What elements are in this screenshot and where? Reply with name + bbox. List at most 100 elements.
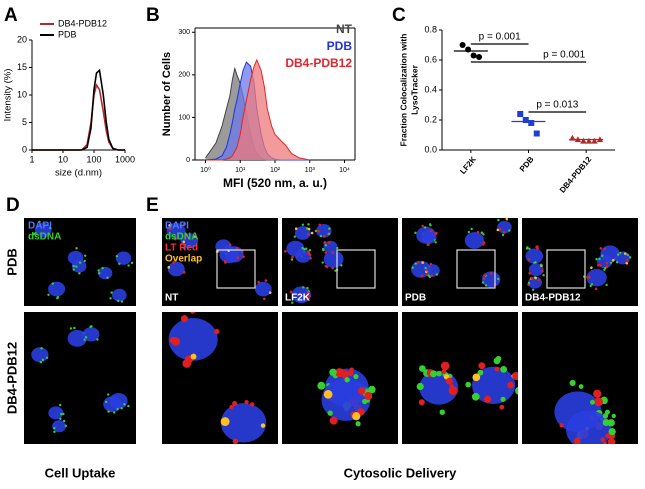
dsdna-spot	[608, 427, 616, 436]
dsdna-spot	[127, 404, 130, 408]
y-tick-label: 0.8	[424, 24, 437, 34]
column-label: LF2K	[285, 293, 311, 304]
dsdna-spot	[424, 266, 427, 270]
x-axis-label: MFI (520 nm, a. u.)	[223, 176, 327, 190]
dsdna-spot	[307, 223, 310, 226]
y-tick-label: 0	[186, 157, 190, 164]
dsdna-spot	[58, 403, 62, 407]
lt-spot	[331, 266, 335, 270]
nucleus	[472, 366, 516, 405]
lt-spot	[607, 438, 616, 444]
dsdna-spot	[305, 247, 308, 250]
dsdna-spot	[427, 274, 430, 277]
dsdna-spot	[72, 268, 75, 271]
dsdna-spot	[127, 264, 130, 267]
nucleus	[411, 260, 431, 278]
lt-spot	[352, 412, 361, 421]
lt-spot	[594, 397, 603, 407]
nucleus	[31, 347, 49, 363]
zoom-box	[216, 249, 256, 289]
legend-label: NT	[336, 22, 353, 36]
nucleus	[48, 281, 66, 297]
lt-spot	[530, 276, 534, 280]
dsdna-spot	[60, 413, 63, 416]
y-axis-label: LysoTracker	[409, 64, 419, 114]
x-tick-label: 100	[86, 154, 101, 164]
channel-label: dsDNA	[28, 232, 61, 243]
dsdna-spot	[89, 325, 92, 329]
lt-spot	[185, 234, 188, 238]
lt-spot	[498, 228, 502, 231]
lt-spot	[240, 249, 244, 253]
lt-spot	[416, 261, 420, 264]
lt-spot	[289, 290, 293, 294]
dsdna-spot	[595, 258, 598, 261]
lt-spot	[167, 266, 171, 269]
nucleus	[255, 281, 272, 297]
dsdna-spot	[83, 259, 86, 263]
nucleus	[34, 222, 52, 238]
dsdna-spot	[317, 381, 326, 390]
zoom-box	[456, 249, 496, 289]
lt-spot	[318, 223, 322, 227]
data-point	[591, 137, 598, 144]
y-tick-label: 15	[17, 62, 27, 72]
dsdna-spot	[301, 246, 304, 250]
x-tick-label: 1	[29, 154, 34, 164]
dsdna-spot	[319, 234, 323, 238]
lt-spot	[306, 291, 310, 294]
dsdna-spot	[45, 356, 49, 359]
lt-spot	[427, 243, 430, 247]
dsdna-spot	[500, 365, 508, 373]
channel-label: DAPI	[165, 221, 189, 232]
dsdna-spot	[51, 282, 54, 285]
dsdna-spot	[322, 248, 325, 252]
panel-letter: D	[6, 195, 20, 216]
cells	[317, 367, 376, 427]
legend-label: DB4-PDB12	[285, 56, 352, 70]
cells	[284, 223, 344, 304]
lt-spot	[588, 275, 591, 279]
dsdna-spot	[78, 261, 82, 264]
dsdna-spot	[39, 360, 42, 364]
dsdna-spot	[481, 281, 485, 284]
dsdna-spot	[107, 410, 110, 413]
dsdna-spot	[598, 257, 601, 261]
zoom-box	[546, 249, 586, 289]
dsdna-spot	[117, 299, 120, 303]
lt-spot	[482, 277, 486, 280]
dsdna-spot	[328, 227, 331, 230]
dsdna-spot	[62, 412, 65, 416]
lt-spot	[323, 390, 333, 399]
lt-spot	[420, 274, 424, 278]
nucleus	[168, 318, 218, 361]
lt-spot	[505, 218, 509, 221]
lt-spot	[623, 252, 627, 255]
series-line	[32, 83, 125, 151]
lt-spot	[224, 261, 227, 264]
lt-spot	[214, 328, 220, 335]
dsdna-spot	[130, 261, 134, 265]
nucleus	[291, 286, 312, 304]
lt-spot	[236, 256, 240, 259]
dsdna-spot	[115, 254, 119, 258]
channel-label: Overlap	[165, 254, 202, 265]
dsdna-spot	[603, 268, 606, 271]
lt-spot	[249, 402, 255, 407]
dsdna-spot	[41, 358, 45, 362]
lt-spot	[168, 223, 171, 227]
lt-spot	[597, 263, 600, 267]
dsdna-spot	[515, 386, 518, 395]
dsdna-spot	[59, 417, 62, 421]
dsdna-spot	[75, 247, 78, 250]
nucleus	[600, 245, 620, 263]
dsdna-spot	[578, 384, 584, 389]
lt-spot	[602, 441, 607, 444]
lt-spot	[559, 423, 564, 428]
lt-spot	[573, 437, 581, 444]
dsdna-spot	[291, 301, 294, 304]
panel-letter: C	[392, 5, 406, 26]
y-axis-label: Number of Cells	[161, 52, 173, 136]
cells	[168, 312, 267, 444]
y-tick-label: 100	[178, 114, 190, 121]
